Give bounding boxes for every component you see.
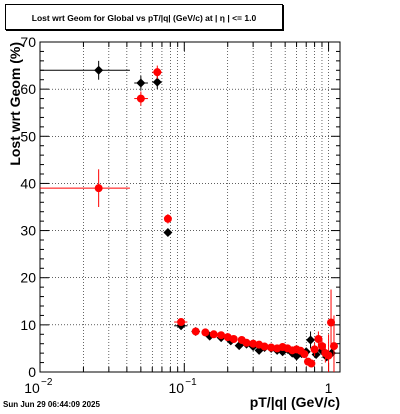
diamond-marker — [152, 77, 162, 87]
circle-marker — [329, 342, 338, 351]
grid-lines — [40, 42, 340, 372]
x-tick-label: 10 — [168, 380, 184, 396]
y-tick-label: 20 — [20, 270, 36, 286]
circle-marker — [327, 318, 336, 327]
circle-marker — [317, 342, 326, 351]
data-point — [310, 342, 319, 356]
data-point — [163, 227, 173, 237]
datestamp: Sun Jun 29 06:44:09 2025 — [3, 400, 100, 409]
data-point — [217, 331, 226, 340]
y-tick-label: 60 — [20, 81, 36, 97]
data-point — [229, 335, 238, 343]
y-tick-label: 0 — [28, 364, 36, 380]
x-tick-exponent: −2 — [41, 377, 53, 388]
data-point — [174, 318, 188, 327]
data-point — [242, 338, 251, 347]
circle-marker — [191, 327, 200, 336]
circle-marker — [300, 350, 309, 359]
series-2 — [40, 65, 338, 372]
circle-marker — [201, 328, 210, 337]
data-point — [249, 339, 258, 348]
data-point — [40, 60, 130, 80]
data-point — [40, 169, 130, 207]
data-point — [329, 315, 338, 372]
data-point — [327, 289, 336, 349]
x-axis-label: pT/|q| (GeV/c) — [250, 394, 340, 410]
circle-marker — [310, 345, 319, 354]
circle-marker — [177, 318, 186, 327]
data-point — [134, 91, 148, 106]
y-tick-label: 10 — [20, 317, 36, 333]
x-tick-exponent: −1 — [185, 377, 197, 388]
y-tick-label: 40 — [20, 175, 36, 191]
diamond-marker — [94, 65, 104, 75]
data-point — [300, 350, 309, 359]
data-point — [163, 214, 172, 224]
circle-marker — [260, 342, 269, 351]
y-tick-label: 70 — [20, 34, 36, 50]
data-point — [191, 327, 200, 336]
axis-ticks — [39, 41, 340, 373]
circle-marker — [163, 214, 172, 223]
circle-marker — [136, 94, 145, 103]
data-point — [314, 331, 323, 347]
circle-marker — [209, 330, 218, 339]
x-tick-label: 1 — [325, 380, 333, 396]
data-point — [307, 359, 316, 368]
x-tick-label: 10 — [24, 380, 40, 396]
y-tick-label: 50 — [20, 128, 36, 144]
diamond-marker — [163, 227, 173, 237]
circle-marker — [217, 331, 226, 340]
plot-frame — [39, 41, 341, 373]
circle-marker — [242, 338, 251, 347]
diamond-marker — [136, 78, 146, 88]
data-point — [260, 342, 269, 351]
data-point — [209, 330, 218, 339]
circle-marker — [314, 335, 323, 343]
circle-marker — [94, 184, 103, 193]
circle-marker — [229, 335, 238, 343]
data-point — [152, 65, 162, 79]
circle-marker — [249, 339, 258, 348]
y-tick-label: 30 — [20, 223, 36, 239]
data-point — [201, 328, 210, 337]
data-point — [324, 334, 333, 372]
y-axis-label: Lost wrt Geom (%) — [7, 42, 23, 166]
data-point — [267, 343, 276, 352]
chart-title: Lost wrt Geom for Global vs pT/|q| (GeV/… — [5, 4, 283, 30]
circle-marker — [324, 351, 333, 360]
circle-marker — [153, 68, 162, 77]
data-point — [306, 331, 316, 349]
series-1 — [40, 60, 337, 362]
diamond-marker — [306, 335, 316, 345]
circle-marker — [267, 343, 276, 352]
circle-marker — [307, 359, 316, 368]
data-point — [134, 75, 148, 91]
